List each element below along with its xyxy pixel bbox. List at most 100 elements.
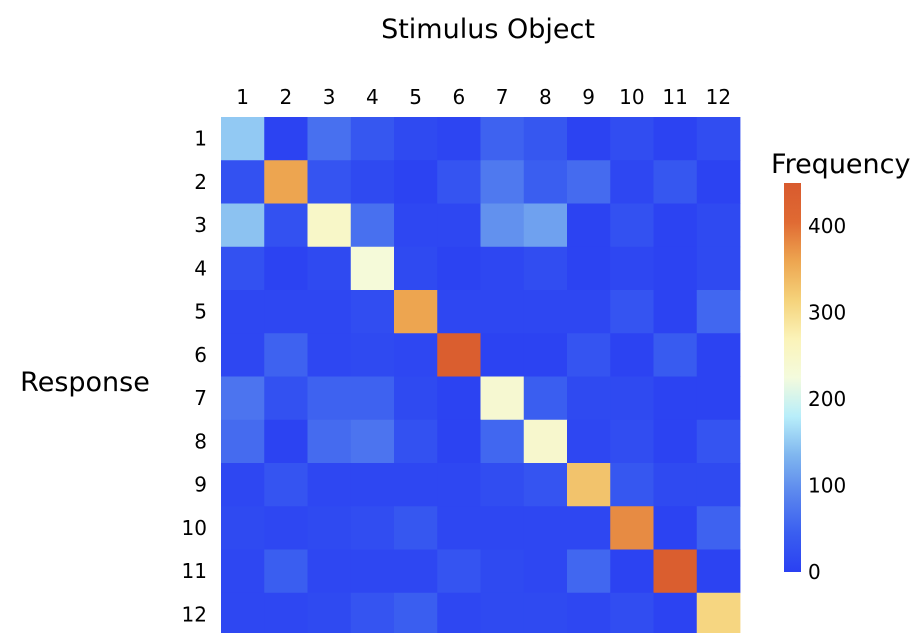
x-tick-label: 4	[366, 85, 379, 109]
heatmap-cell	[480, 592, 525, 633]
y-tick-label: 4	[194, 256, 207, 280]
heatmap-cell	[264, 506, 308, 550]
heatmap-cell	[221, 117, 265, 161]
heatmap-cell	[523, 203, 568, 248]
heatmap-cell	[653, 160, 698, 204]
heatmap-cell	[610, 506, 654, 550]
heatmap-cell	[523, 246, 568, 291]
heatmap-cell	[480, 463, 525, 507]
heatmap-cell	[523, 549, 568, 594]
heatmap-cell	[394, 376, 438, 421]
heatmap-cell	[653, 419, 698, 464]
heatmap-cell	[394, 246, 438, 291]
y-tick-label: 9	[194, 473, 207, 497]
heatmap-cell	[394, 506, 438, 550]
heatmap-cell	[653, 246, 698, 291]
heatmap-cell	[696, 506, 741, 550]
heatmap-cell	[610, 160, 654, 204]
heatmap-cell	[221, 160, 265, 204]
heatmap-cell	[437, 419, 481, 464]
heatmap-cell	[696, 463, 741, 507]
heatmap-cell	[480, 246, 525, 291]
heatmap-cell	[653, 333, 698, 377]
heatmap-cell	[653, 506, 698, 550]
heatmap-cell	[394, 463, 438, 507]
heatmap-cell	[264, 549, 308, 594]
heatmap-cell	[350, 463, 395, 507]
heatmap-cell	[653, 290, 698, 334]
heatmap-cell	[480, 117, 525, 161]
heatmap-cell	[221, 592, 265, 633]
heatmap-cell	[307, 376, 352, 421]
y-tick-label: 2	[194, 170, 207, 194]
heatmap-cell	[523, 117, 568, 161]
heatmap-cell	[610, 549, 654, 594]
heatmap-cell	[350, 592, 395, 633]
heatmap-cell	[523, 592, 568, 633]
heatmap-cell	[264, 290, 308, 334]
heatmap-cell	[523, 290, 568, 334]
heatmap-cell	[696, 592, 741, 633]
heatmap-cell	[610, 290, 654, 334]
heatmap-cell	[437, 376, 481, 421]
colorbar-tick-label: 100	[808, 474, 846, 498]
y-tick-label: 6	[194, 343, 207, 367]
x-tick-label: 8	[539, 85, 552, 109]
heatmap-cell	[523, 419, 568, 464]
heatmap-cells	[221, 117, 741, 633]
heatmap-cell	[221, 419, 265, 464]
heatmap-cell	[653, 592, 698, 633]
colorbar-tick-label: 400	[808, 214, 846, 238]
heatmap-cell	[221, 290, 265, 334]
x-tick-label: 7	[496, 85, 509, 109]
heatmap-cell	[653, 463, 698, 507]
heatmap-cell	[696, 203, 741, 248]
heatmap-cell	[696, 549, 741, 594]
heatmap-cell	[567, 160, 611, 204]
heatmap-cell	[480, 549, 525, 594]
heatmap-cell	[610, 592, 654, 633]
heatmap-cell	[307, 117, 352, 161]
heatmap-cell	[394, 592, 438, 633]
heatmap-cell	[523, 463, 568, 507]
heatmap-cell	[394, 203, 438, 248]
colorbar-tick-label: 300	[808, 301, 846, 325]
heatmap-cell	[264, 463, 308, 507]
heatmap-cell	[610, 419, 654, 464]
heatmap-cell	[221, 203, 265, 248]
heatmap-cell	[567, 506, 611, 550]
heatmap-cell	[394, 549, 438, 594]
heatmap-cell	[523, 333, 568, 377]
heatmap-cell	[437, 333, 481, 377]
heatmap-cell	[480, 203, 525, 248]
heatmap-cell	[221, 463, 265, 507]
heatmap-cell	[567, 376, 611, 421]
heatmap-cell	[696, 160, 741, 204]
heatmap-cell	[653, 549, 698, 594]
heatmap-cell	[610, 203, 654, 248]
heatmap-cell	[437, 290, 481, 334]
heatmap-cell	[437, 203, 481, 248]
x-tick-label: 6	[453, 85, 466, 109]
y-tick-label: 5	[194, 300, 207, 324]
heatmap-cell	[696, 419, 741, 464]
heatmap-cell	[221, 246, 265, 291]
colorbar-tick-label: 200	[808, 387, 846, 411]
heatmap-cell	[221, 376, 265, 421]
heatmap-cell	[264, 203, 308, 248]
heatmap-cell	[696, 376, 741, 421]
heatmap-cell	[437, 246, 481, 291]
heatmap-cell	[480, 506, 525, 550]
colorbar	[784, 183, 801, 572]
heatmap-cell	[307, 246, 352, 291]
heatmap-cell	[567, 419, 611, 464]
chart-title: Stimulus Object	[381, 14, 595, 45]
x-tick-label: 1	[236, 85, 249, 109]
heatmap-cell	[350, 333, 395, 377]
heatmap-cell	[437, 549, 481, 594]
heatmap-cell	[437, 463, 481, 507]
x-tick-label: 3	[323, 85, 336, 109]
x-tick-label: 9	[582, 85, 595, 109]
heatmap-cell	[307, 549, 352, 594]
